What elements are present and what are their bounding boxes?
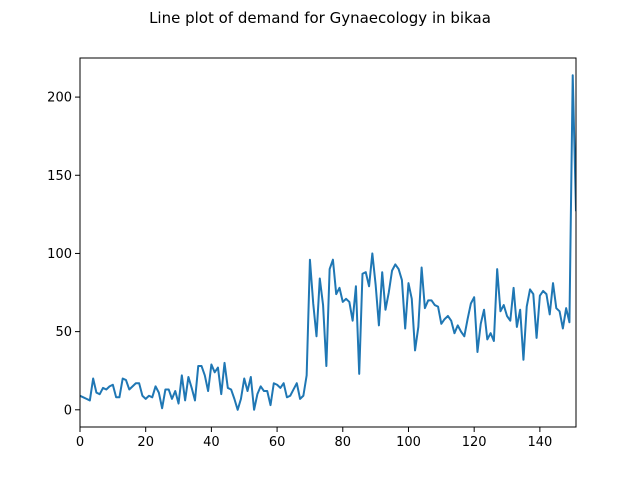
x-tick-label: 0 — [76, 435, 84, 450]
axes-frame — [79, 57, 577, 428]
x-tick-label: 60 — [269, 435, 286, 450]
x-tick-label: 140 — [527, 435, 552, 450]
x-tick-label: 40 — [203, 435, 220, 450]
x-tick-label: 100 — [396, 435, 421, 450]
axes-spines — [79, 57, 577, 428]
series-line-0 — [80, 74, 576, 411]
y-tick-label: 100 — [47, 247, 72, 262]
axis-ticks: 0 20 40 60 80 100 120 140 0 50 100 150 200 — [47, 91, 552, 450]
y-tick-label: 200 — [47, 91, 72, 106]
x-tick-label: 120 — [462, 435, 487, 450]
chart-title: Line plot of demand for Gynaecology in b… — [149, 9, 491, 27]
series-layer — [80, 74, 576, 411]
x-tick-label: 20 — [137, 435, 154, 450]
x-tick-label: 80 — [335, 435, 352, 450]
y-tick-label: 150 — [47, 169, 72, 184]
y-tick-label: 50 — [55, 325, 72, 340]
y-tick-label: 0 — [64, 403, 72, 418]
